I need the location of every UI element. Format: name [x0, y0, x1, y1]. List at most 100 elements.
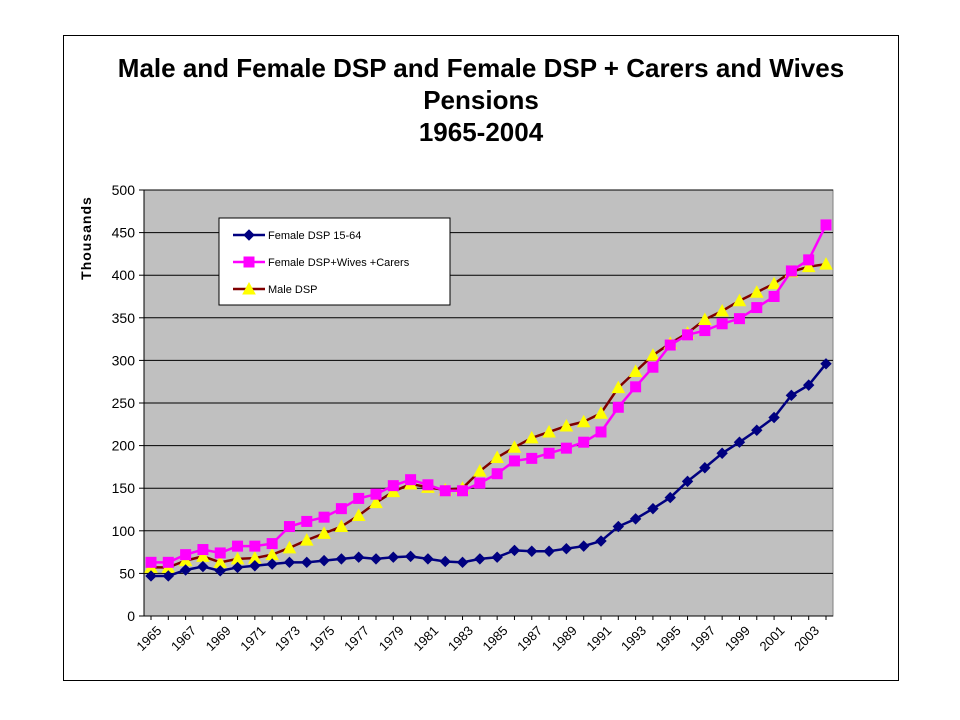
series-female-dsp-15-64 — [145, 358, 832, 582]
legend-item-female-dsp-15-64: Female DSP 15-64 — [233, 229, 361, 242]
legend-marker — [243, 229, 255, 241]
data-point — [162, 556, 174, 568]
data-point — [768, 411, 780, 424]
data-point — [785, 389, 798, 402]
data-point — [749, 285, 764, 298]
data-point — [716, 318, 728, 330]
data-point — [526, 452, 538, 464]
y-tick-label: 200 — [112, 438, 136, 454]
legend-marker — [243, 256, 255, 268]
data-point — [819, 257, 833, 270]
data-point — [785, 265, 797, 277]
data-point — [370, 553, 382, 565]
data-point — [629, 513, 642, 525]
x-tick-label: 1967 — [168, 623, 199, 654]
data-point — [439, 485, 451, 497]
data-point — [559, 418, 574, 432]
data-point — [664, 339, 676, 351]
data-point — [266, 538, 278, 550]
data-point — [716, 447, 728, 459]
data-point — [318, 554, 330, 567]
data-point — [664, 491, 676, 504]
y-tick-label: 350 — [112, 310, 136, 326]
data-point — [647, 361, 659, 373]
data-point — [387, 480, 399, 492]
data-point — [214, 565, 226, 577]
data-point — [334, 519, 349, 533]
data-point — [249, 540, 261, 552]
x-tick-label: 1977 — [341, 623, 372, 654]
y-tick-label: 300 — [112, 352, 136, 368]
x-tick-label: 1991 — [583, 623, 614, 654]
data-point — [491, 468, 503, 480]
data-point — [751, 424, 763, 436]
data-point — [612, 401, 624, 413]
series-female-dsp-wives-carers — [145, 219, 832, 568]
legend-label: Female DSP 15-64 — [268, 230, 361, 242]
data-point — [318, 511, 330, 523]
data-point — [301, 515, 313, 527]
data-point — [456, 556, 469, 569]
data-point — [733, 313, 745, 325]
data-point — [162, 570, 175, 582]
chart-title-line-3: 1965-2004 — [418, 117, 544, 147]
x-tick-label: 1981 — [410, 623, 441, 654]
data-point — [560, 442, 572, 454]
y-tick-label: 450 — [112, 225, 136, 241]
data-point — [543, 545, 555, 557]
data-point — [335, 503, 347, 515]
x-tick-label: 1975 — [306, 623, 337, 654]
data-point — [526, 545, 538, 557]
data-point — [404, 550, 417, 563]
data-point — [803, 254, 815, 266]
legend-label: Female DSP+Wives +Carers — [268, 257, 410, 269]
data-point — [647, 502, 659, 515]
x-tick-label: 1969 — [203, 623, 234, 654]
data-point — [732, 293, 747, 307]
data-point — [542, 424, 556, 438]
data-point — [578, 436, 590, 448]
data-point — [351, 508, 366, 521]
x-tick-label: 2003 — [791, 623, 822, 654]
data-point — [283, 521, 295, 533]
data-point — [594, 406, 608, 419]
data-point — [820, 219, 832, 231]
data-point — [768, 291, 780, 302]
x-tick-label: 1979 — [376, 623, 407, 654]
data-point — [595, 535, 607, 547]
data-point — [508, 455, 520, 467]
y-tick-label: 0 — [127, 608, 135, 624]
data-point — [628, 364, 643, 377]
data-point — [473, 464, 487, 477]
data-point — [733, 436, 746, 448]
data-point — [698, 312, 712, 326]
data-point — [646, 348, 660, 361]
data-point — [576, 414, 591, 428]
data-point — [612, 520, 625, 533]
data-point — [630, 381, 642, 393]
x-tick-label: 1985 — [480, 623, 511, 654]
data-point — [508, 544, 521, 557]
data-point — [197, 560, 209, 573]
data-point — [352, 551, 365, 563]
data-point — [699, 325, 711, 337]
data-point — [231, 561, 244, 574]
data-point — [422, 479, 434, 491]
data-point — [474, 553, 486, 565]
x-tick-label: 1993 — [618, 623, 649, 654]
series-line — [151, 363, 827, 578]
y-axis: 0 50 100 150 200 250 300 350 400 450 500 — [112, 182, 145, 624]
data-point — [767, 276, 781, 290]
data-point — [179, 564, 192, 576]
data-point — [560, 542, 573, 555]
data-point — [595, 426, 607, 438]
data-point — [439, 555, 451, 568]
data-point — [524, 430, 539, 444]
data-point — [197, 544, 209, 556]
series-line — [151, 224, 828, 564]
data-point — [299, 533, 314, 546]
data-point — [490, 450, 504, 464]
y-tick-label: 100 — [112, 523, 136, 539]
data-point — [405, 474, 417, 486]
